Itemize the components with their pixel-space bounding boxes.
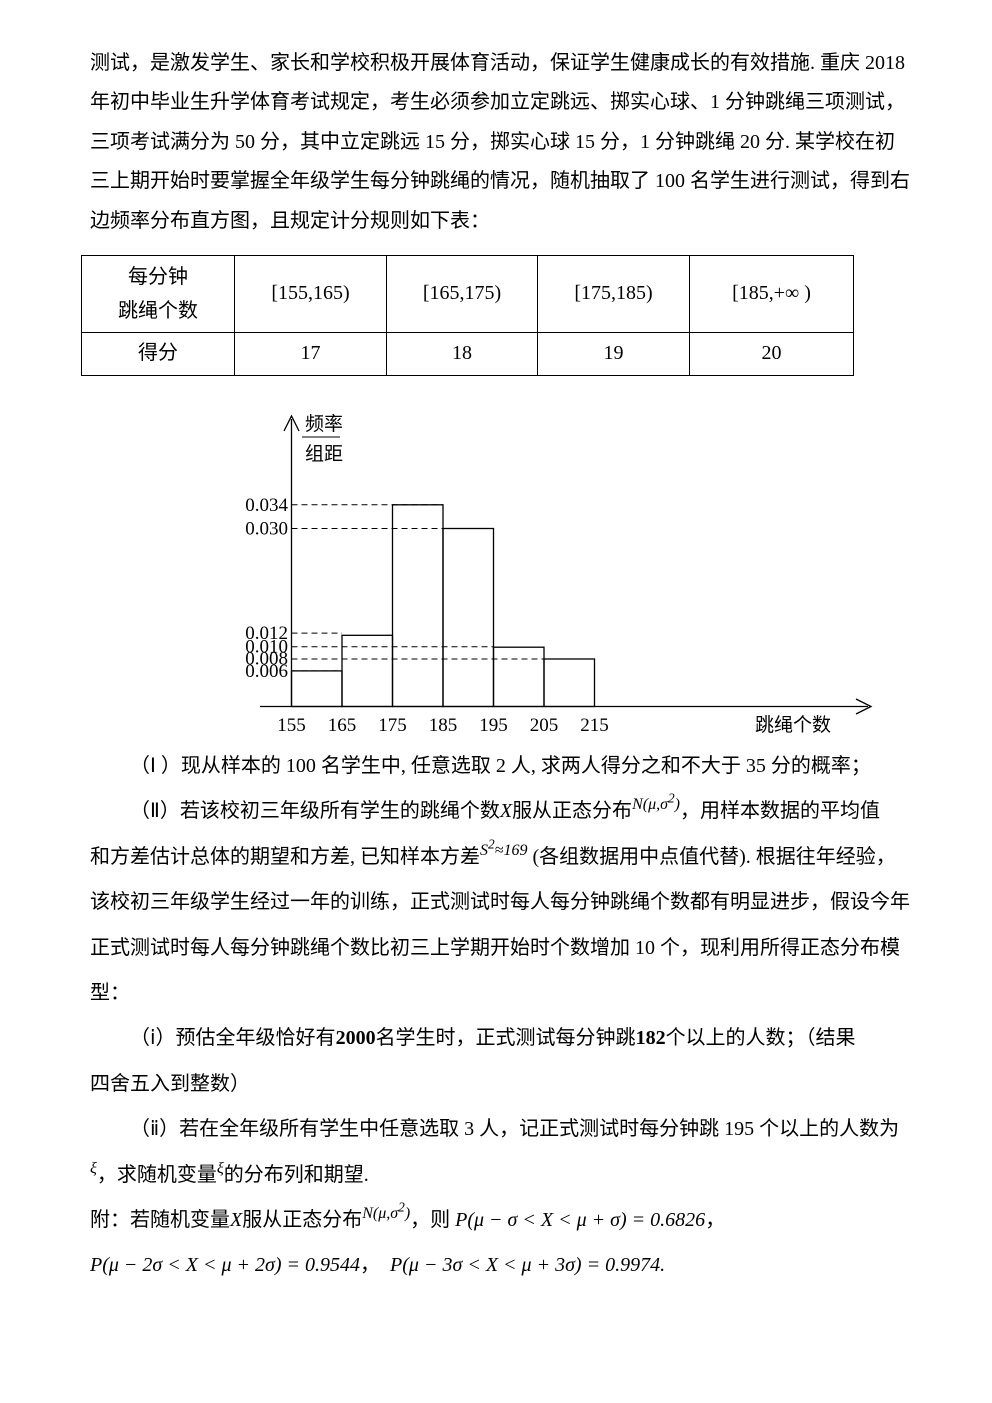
svg-text:0.030: 0.030 xyxy=(245,519,288,540)
svg-text:175: 175 xyxy=(378,715,407,736)
svg-text:跳绳个数: 跳绳个数 xyxy=(755,714,831,736)
svg-text:195: 195 xyxy=(479,715,508,736)
svg-text:155: 155 xyxy=(277,715,306,736)
svg-text:0.034: 0.034 xyxy=(245,495,288,516)
svg-text:组距: 组距 xyxy=(305,443,343,465)
svg-text:0.006: 0.006 xyxy=(245,661,288,682)
svg-text:165: 165 xyxy=(328,715,357,736)
svg-text:215: 215 xyxy=(580,715,609,736)
svg-text:频率: 频率 xyxy=(305,413,343,435)
svg-text:205: 205 xyxy=(530,715,559,736)
svg-text:185: 185 xyxy=(429,715,458,736)
